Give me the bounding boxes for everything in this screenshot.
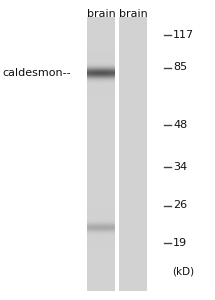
Bar <box>119 16 147 291</box>
Text: brain: brain <box>87 9 115 19</box>
Text: 19: 19 <box>173 238 187 248</box>
Text: 48: 48 <box>173 119 187 130</box>
Text: 117: 117 <box>173 29 194 40</box>
Text: (kD): (kD) <box>172 266 194 277</box>
Text: 26: 26 <box>173 200 187 211</box>
Text: caldesmon--: caldesmon-- <box>2 68 71 79</box>
Text: 85: 85 <box>173 62 187 73</box>
Bar <box>87 16 115 291</box>
Text: 34: 34 <box>173 161 187 172</box>
Text: brain: brain <box>119 9 148 19</box>
